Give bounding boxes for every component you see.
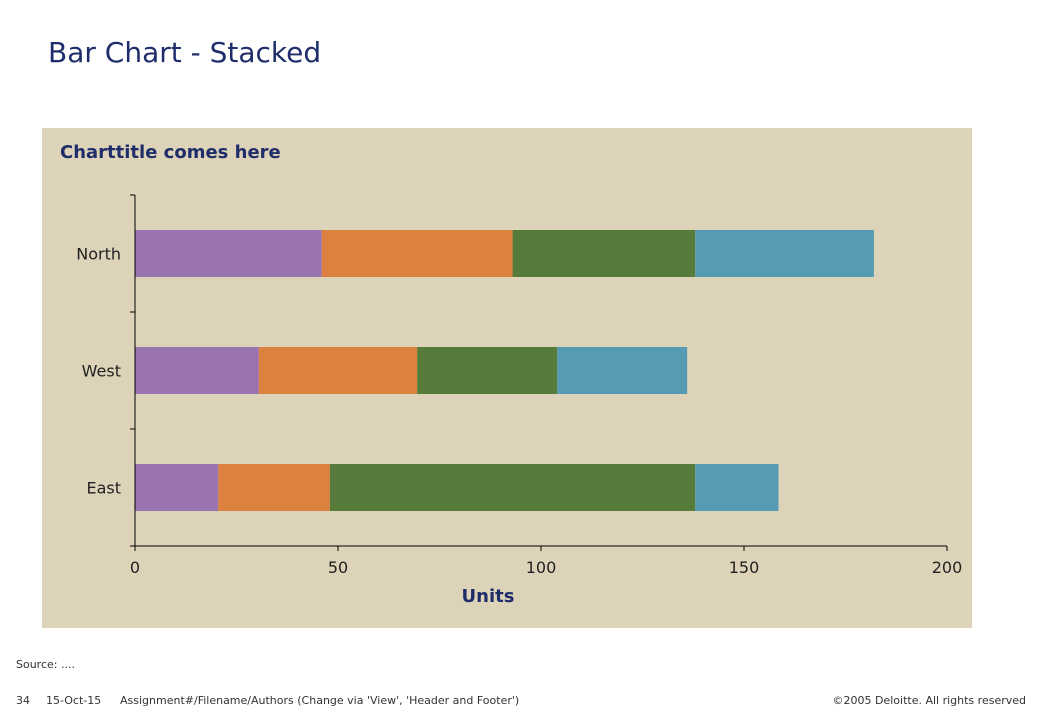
bar-north-segment-3 — [512, 230, 696, 277]
x-tick-label: 200 — [932, 558, 963, 577]
category-label-west: West — [82, 362, 121, 381]
bar-east-segment-2 — [218, 464, 330, 511]
footer-date: 15-Oct-15 — [46, 694, 102, 707]
bar-west-segment-4 — [557, 347, 688, 394]
x-tick-label: 150 — [729, 558, 760, 577]
chart-panel: North West East 0 50 100 150 200 Units Charttitl… — [42, 128, 972, 628]
chart-title: Charttitle comes here — [60, 142, 281, 163]
category-label-north: North — [76, 245, 121, 264]
bar-north-segment-1 — [135, 230, 322, 277]
stacked-bar-chart: North West East 0 50 100 150 200 Units — [76, 194, 963, 607]
bar-west-segment-3 — [417, 347, 558, 394]
bar-east-segment-4 — [695, 464, 779, 511]
bar-north-segment-4 — [695, 230, 874, 277]
bar-east-segment-3 — [329, 464, 696, 511]
slide-title: Bar Chart - Stacked — [48, 36, 322, 69]
bar-north-segment-2 — [321, 230, 513, 277]
bar-west-segment-2 — [258, 347, 418, 394]
footer-page-number: 34 — [16, 694, 30, 707]
source-note: Source: .... — [16, 658, 75, 671]
x-tick-label: 0 — [130, 558, 140, 577]
x-tick-label: 100 — [526, 558, 557, 577]
footer-assignment: Assignment#/Filename/Authors (Change via… — [120, 694, 520, 707]
x-axis-title: Units — [462, 586, 515, 607]
x-tick-label: 50 — [328, 558, 348, 577]
bar-east-segment-1 — [135, 464, 219, 511]
bar-west-segment-1 — [135, 347, 259, 394]
category-label-east: East — [86, 479, 121, 498]
footer-copyright: ©2005 Deloitte. All rights reserved — [832, 694, 1027, 707]
